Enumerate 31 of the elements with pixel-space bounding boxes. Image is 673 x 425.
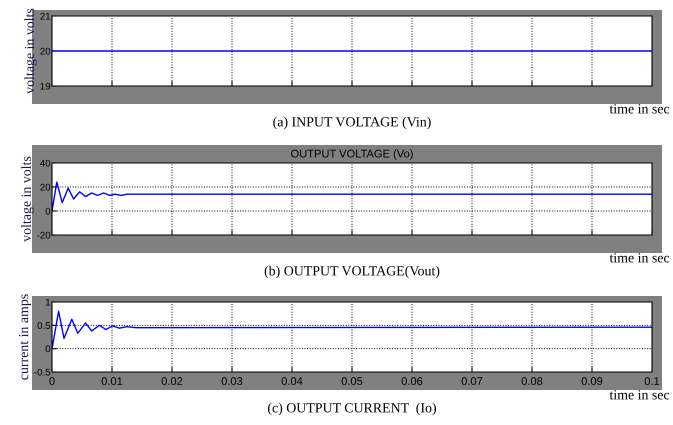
x-axis-title: time in sec — [610, 253, 670, 262]
y-tick-label: -20 — [36, 232, 50, 239]
x-tick-label: 0.02 — [162, 377, 182, 386]
y-axis-title: voltage in volts — [21, 156, 34, 242]
x-tick-label: 0.09 — [582, 377, 602, 386]
x-tick-label: 0.1 — [644, 377, 660, 386]
y-tick-label: 0 — [46, 345, 50, 352]
x-tick-label: 0.07 — [462, 377, 482, 386]
x-axis-title: time in sec — [610, 104, 670, 114]
x-tick-label: 0.04 — [282, 377, 302, 386]
x-tick-label: 0.03 — [222, 377, 242, 386]
text: (c) OUTPUT CURRENT (Io) — [268, 402, 436, 416]
chart-title: OUTPUT VOLTAGE (Vo) — [291, 149, 413, 160]
y-tick-label: 0 — [46, 208, 50, 215]
text: (a) INPUT VOLTAGE (Vin) — [273, 116, 431, 130]
y-tick-label: 0.5 — [37, 322, 50, 329]
x-tick-label: 0.05 — [342, 377, 362, 386]
x-tick-label: 0.01 — [102, 377, 122, 386]
y-tick-label: 20 — [40, 184, 50, 191]
x-tick-label: 0.06 — [402, 377, 422, 386]
x-axis-title: time in sec — [610, 390, 670, 400]
x-tick-label: 0.08 — [522, 377, 542, 386]
y-tick-label: -0.5 — [34, 368, 50, 376]
text: (b) OUTPUT VOLTAGE(Vout) — [264, 266, 440, 278]
y-tick-label: 21 — [40, 12, 50, 20]
y-tick-label: 20 — [40, 48, 50, 55]
y-axis-title: current in amps — [18, 294, 32, 380]
y-tick-label: 1 — [46, 298, 50, 306]
y-axis-title: voltage in volts — [24, 8, 38, 94]
y-tick-label: 19 — [40, 82, 50, 90]
y-tick-label: 40 — [40, 160, 50, 167]
